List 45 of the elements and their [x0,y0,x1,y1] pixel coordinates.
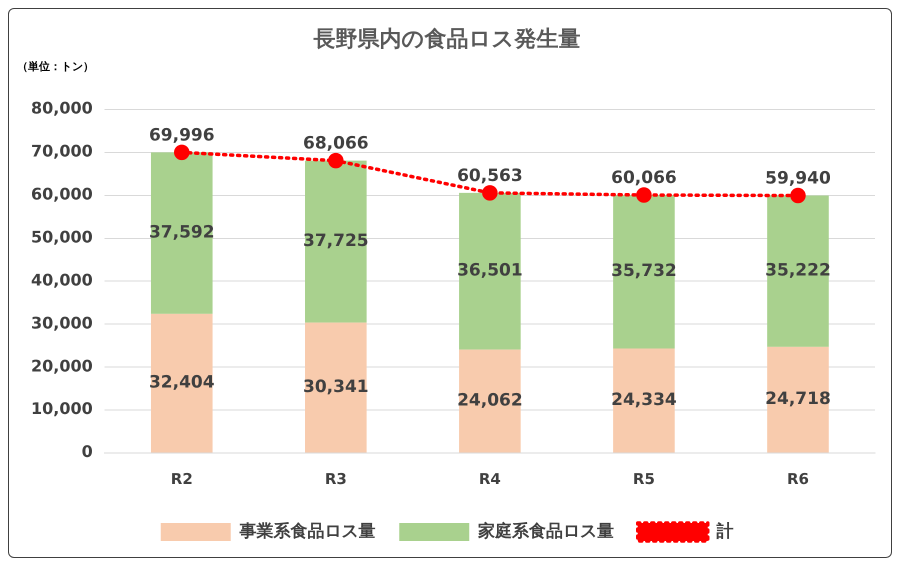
chart-title: 長野県内の食品ロス発生量 [312,26,580,52]
y-tick-label: 40,000 [30,270,93,290]
point [328,152,344,168]
y-tick-label: 60,000 [30,184,93,204]
data-label: 24,062 [457,390,523,410]
y-tick-label: 10,000 [30,399,93,418]
bar [613,195,675,348]
data-label: 30,341 [303,377,369,398]
y-tick-label: 20,000 [30,356,93,376]
y-axis-title: （単位：トン） [17,60,94,73]
x-tick-label: R5 [632,470,655,488]
point [174,144,190,160]
x-tick-label: R4 [478,470,501,488]
bar [767,196,829,347]
bar [459,350,521,452]
bar [767,346,829,452]
point [636,187,652,203]
data-label: 59,940 [765,168,831,188]
bar [150,152,213,314]
bar [150,314,213,452]
bar [305,160,367,323]
x-tick-label: R6 [786,470,809,488]
bar [459,192,521,350]
legend-label: 計 [715,521,734,542]
data-label: 69,996 [148,125,215,146]
y-tick-label: 70,000 [30,142,93,161]
data-label: 60,066 [611,168,677,188]
y-tick-label: 30,000 [30,313,93,332]
y-tick-label: 0 [82,442,93,462]
point [482,185,498,201]
legend-label: 事業系食品ロス量 [238,521,376,542]
x-tick-label: R2 [170,470,193,488]
data-label: 60,563 [457,166,523,186]
y-tick-label: 80,000 [30,98,93,118]
bar [305,322,367,452]
point [790,188,806,204]
legend-label: 家庭系食品ロス量 [476,521,614,542]
data-label: 68,066 [303,134,369,154]
data-label: 37,725 [303,231,369,252]
x-tick-label: R3 [324,470,347,488]
data-label: 24,718 [765,389,831,410]
data-label: 24,334 [611,390,677,410]
y-tick-label: 50,000 [30,227,93,246]
bar [613,348,675,452]
data-label: 32,404 [148,372,215,393]
